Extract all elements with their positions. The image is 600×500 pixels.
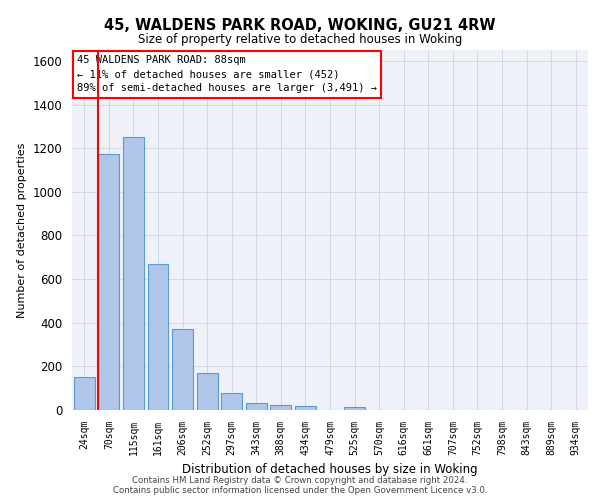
Bar: [98, 154, 119, 410]
Bar: [123, 138, 144, 410]
Text: Contains public sector information licensed under the Open Government Licence v3: Contains public sector information licen…: [113, 486, 487, 495]
Bar: [221, 392, 242, 410]
Text: 45, WALDENS PARK ROAD, WOKING, GU21 4RW: 45, WALDENS PARK ROAD, WOKING, GU21 4RW: [104, 18, 496, 32]
Bar: [74, 378, 95, 410]
Text: Contains HM Land Registry data © Crown copyright and database right 2024.: Contains HM Land Registry data © Crown c…: [132, 476, 468, 485]
Bar: [172, 330, 193, 410]
Bar: [344, 406, 365, 410]
Text: 45 WALDENS PARK ROAD: 88sqm
← 11% of detached houses are smaller (452)
89% of se: 45 WALDENS PARK ROAD: 88sqm ← 11% of det…: [77, 56, 377, 94]
Bar: [148, 264, 169, 410]
Y-axis label: Number of detached properties: Number of detached properties: [17, 142, 27, 318]
Bar: [295, 406, 316, 410]
Bar: [271, 404, 292, 410]
Bar: [197, 373, 218, 410]
X-axis label: Distribution of detached houses by size in Woking: Distribution of detached houses by size …: [182, 464, 478, 476]
Bar: [246, 404, 267, 410]
Text: Size of property relative to detached houses in Woking: Size of property relative to detached ho…: [138, 32, 462, 46]
